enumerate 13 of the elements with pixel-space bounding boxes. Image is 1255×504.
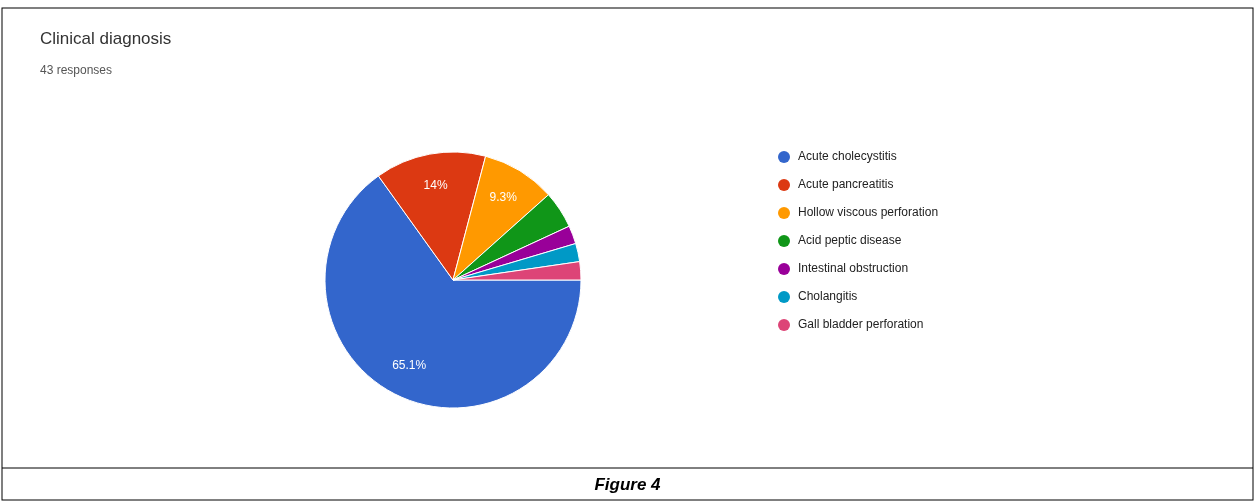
legend-label: Acute pancreatitis (798, 177, 894, 192)
legend-label: Intestinal obstruction (798, 261, 909, 276)
data-label: 9.3% (489, 190, 518, 205)
legend-label: Acid peptic disease (798, 233, 902, 248)
text: 43 responses (40, 63, 113, 77)
legend-label: Hollow viscous perforation (798, 205, 939, 220)
text: Clinical diagnosis (40, 29, 172, 48)
legend-label: Cholangitis (798, 289, 858, 304)
data-label: 14% (423, 177, 448, 192)
legend-label: Gall bladder perforation (798, 317, 924, 332)
caption: Figure 4 (594, 475, 662, 494)
legend-label: Acute cholecystitis (798, 149, 897, 164)
data-label: 65.1% (392, 357, 427, 372)
